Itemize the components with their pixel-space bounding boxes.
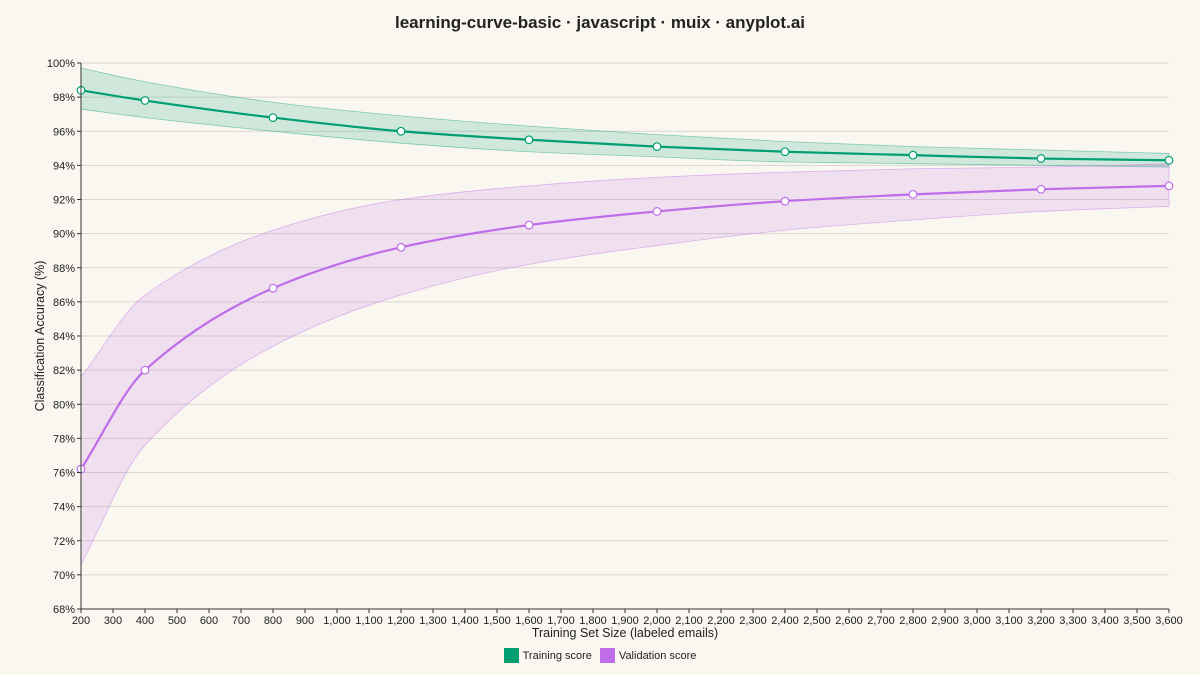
y-tick-label: 100%: [47, 58, 75, 70]
x-tick-label: 500: [168, 615, 186, 627]
x-tick-label: 1,200: [387, 615, 415, 627]
x-tick-label: 600: [200, 615, 218, 627]
training-score-point: [652, 142, 662, 152]
validation-score-band: [80, 163, 1170, 565]
y-tick-label: 84%: [53, 331, 75, 343]
x-tick-label: 1,100: [355, 615, 383, 627]
y-tick-label: 76%: [53, 468, 75, 480]
training-score-point: [908, 150, 918, 160]
x-tick-label: 3,600: [1155, 615, 1183, 627]
x-tick-label: 2,800: [899, 615, 927, 627]
validation-score-point: [524, 220, 534, 230]
y-tick-label: 92%: [53, 195, 75, 207]
x-tick-label: 2,900: [931, 615, 959, 627]
x-tick-label: 1,300: [419, 615, 447, 627]
x-tick-label: 1,900: [611, 615, 639, 627]
x-tick-label: 300: [104, 615, 122, 627]
legend: Training score Validation score: [0, 648, 1200, 663]
training-score-band: [80, 67, 1170, 168]
x-tick-label: 2,300: [739, 615, 767, 627]
validation-score-point: [780, 196, 790, 206]
band-layer: [80, 67, 1170, 565]
legend-swatch-training-score: [503, 648, 519, 663]
x-tick-label: 2,700: [867, 615, 895, 627]
training-score-point: [1164, 155, 1174, 165]
training-score-point: [780, 147, 790, 157]
validation-score-point: [140, 365, 150, 375]
y-tick-label: 72%: [53, 536, 75, 548]
legend-item-validation-score: Validation score: [599, 648, 697, 663]
x-tick-label: 3,500: [1123, 615, 1151, 627]
y-tick-label: 74%: [53, 502, 75, 514]
training-score-point: [268, 113, 278, 122]
x-tick-label: 800: [264, 615, 282, 627]
x-tick-label: 2,600: [835, 615, 863, 627]
training-score-point: [140, 96, 150, 105]
y-axis-label: Classification Accuracy (%): [33, 261, 47, 412]
validation-score-point: [268, 283, 278, 293]
y-tick-label: 96%: [53, 126, 75, 138]
x-tick-label: 2,400: [771, 615, 799, 627]
x-tick-label: 2,500: [803, 615, 831, 627]
training-score-point: [396, 126, 406, 136]
y-tick-label: 80%: [53, 399, 75, 411]
validation-score-point: [396, 242, 406, 252]
x-tick-label: 3,000: [963, 615, 991, 627]
x-tick-label: 2,000: [643, 615, 671, 627]
x-axis-label: Training Set Size (labeled emails): [532, 626, 718, 640]
training-score-point: [1036, 154, 1046, 163]
y-tick-label: 70%: [53, 570, 75, 582]
x-tick-label: 700: [232, 615, 250, 627]
axis-layer: 68% 70% 72% 74% 76% 78% 80% 82% 84% 86% 88% 90% 92% 9…: [47, 58, 1183, 627]
x-tick-label: 1,800: [579, 615, 607, 627]
x-tick-label: 1,600: [515, 615, 543, 627]
validation-score-line: [80, 184, 1170, 470]
y-tick-label: 88%: [53, 263, 75, 275]
y-tick-label: 82%: [53, 365, 75, 377]
chart-title: learning-curve-basic · javascript · muix…: [394, 13, 805, 32]
x-tick-label: 1,700: [547, 615, 575, 627]
y-tick-label: 78%: [53, 433, 75, 445]
x-tick-label: 1,400: [451, 615, 479, 627]
x-tick-label: 3,300: [1059, 615, 1087, 627]
x-tick-label: 3,200: [1027, 615, 1055, 627]
y-tick-label: 98%: [53, 92, 75, 104]
x-tick-label: 1,000: [323, 615, 351, 627]
y-tick-label: 94%: [53, 160, 75, 172]
legend-label-training-score: Training score: [522, 649, 592, 662]
line-layer: [80, 89, 1170, 470]
x-tick-label: 2,200: [707, 615, 735, 627]
validation-score-point: [908, 189, 918, 199]
x-tick-label: 3,100: [995, 615, 1023, 627]
y-tick-label: 86%: [53, 297, 75, 309]
x-tick-label: 400: [136, 615, 154, 627]
x-tick-label: 2,100: [675, 615, 703, 627]
point-layer: [76, 85, 1174, 474]
x-tick-label: 200: [72, 615, 90, 627]
legend-label-validation-score: Validation score: [618, 649, 697, 662]
x-tick-label: 1,500: [483, 615, 511, 627]
y-tick-label: 68%: [53, 604, 75, 616]
x-tick-label: 900: [296, 615, 314, 627]
validation-score-point: [1164, 181, 1174, 191]
training-score-point: [524, 135, 534, 145]
y-tick-label: 90%: [53, 229, 75, 241]
legend-swatch-validation-score: [599, 648, 615, 663]
x-tick-label: 3,400: [1091, 615, 1119, 627]
legend-item-training-score: Training score: [503, 648, 592, 663]
grid-layer: [81, 62, 1169, 610]
validation-score-point: [1036, 184, 1046, 194]
training-score-line: [80, 89, 1170, 162]
validation-score-point: [652, 207, 662, 216]
